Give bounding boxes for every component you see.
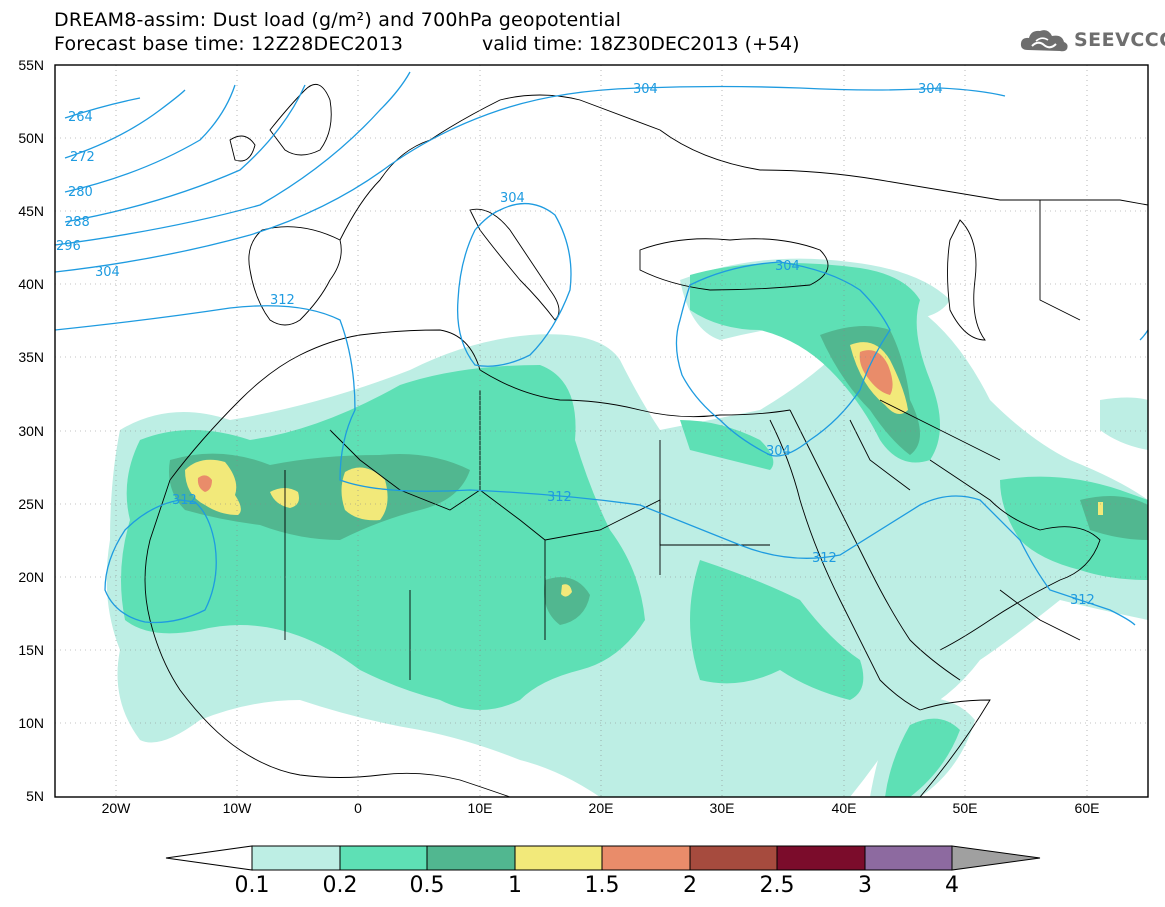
- lat-tick-label: 40N: [18, 276, 44, 292]
- dust-layer-1.5: [197, 350, 893, 492]
- map-frame: [54, 64, 1149, 798]
- colorbar-label: 1: [508, 873, 522, 898]
- lat-tick-label: 10N: [18, 715, 44, 731]
- lat-tick-label: 5N: [26, 788, 44, 804]
- colorbar-swatch: [339, 845, 428, 871]
- lat-tick-label: 45N: [18, 203, 44, 219]
- colorbar-label: 1.5: [584, 873, 620, 898]
- contour-label: 304: [918, 82, 943, 97]
- colorbar-swatch: [514, 845, 603, 871]
- lon-tick-label: 0: [354, 800, 362, 816]
- contour-label: 280: [68, 185, 93, 200]
- colorbar-under-arrow: [165, 845, 253, 871]
- colorbar-label: 0.5: [409, 873, 445, 898]
- lon-tick-label: 20E: [588, 800, 614, 816]
- colorbar-swatch: [251, 845, 341, 871]
- colorbar-swatch: [601, 845, 691, 871]
- contour-label: 312: [270, 293, 295, 308]
- colorbar-label: 0.1: [234, 873, 270, 898]
- contour-label: 304: [766, 444, 791, 459]
- valid-time: valid time: 18Z30DEC2013 (+54): [482, 33, 800, 55]
- colorbar-swatch: [864, 845, 953, 871]
- colorbar-label: 4: [945, 873, 959, 898]
- lon-tick-label: 20W: [101, 800, 131, 816]
- contour-label: 304: [775, 259, 800, 274]
- colorbar: [165, 845, 1041, 871]
- contour-label: 304: [95, 265, 120, 280]
- colorbar-label: 0.2: [322, 873, 358, 898]
- lat-tick-label: 25N: [18, 496, 44, 512]
- contour-label: 312: [1070, 593, 1095, 608]
- contour-label: 312: [172, 493, 197, 508]
- contour-label: 304: [500, 191, 525, 206]
- colorbar-over-arrow: [951, 845, 1041, 871]
- contour-label: 296: [56, 239, 81, 254]
- gridlines: [55, 65, 1148, 797]
- lat-tick-label: 50N: [18, 130, 44, 146]
- lat-tick-label: 35N: [18, 349, 44, 365]
- contour-label: 312: [812, 551, 837, 566]
- lon-tick-label: 30E: [709, 800, 735, 816]
- colorbar-label: 3: [858, 873, 872, 898]
- dust-layer-0.5: [169, 326, 1148, 625]
- contour-labels: 264 272 280 288 296 304 304 304 304 304 …: [56, 82, 1095, 608]
- lon-tick-label: 10E: [467, 800, 493, 816]
- lon-tick-label: 60E: [1074, 800, 1100, 816]
- colorbar-swatch: [689, 845, 778, 871]
- lat-tick-label: 15N: [18, 642, 44, 658]
- lon-tick-label: 50E: [952, 800, 978, 816]
- lat-tick-label: 30N: [18, 423, 44, 439]
- forecast-base-time: Forecast base time: 12Z28DEC2013: [54, 33, 404, 55]
- logo-text: SEEVCCC: [1074, 29, 1165, 51]
- lat-tick-label: 20N: [18, 569, 44, 585]
- cloud-icon: [1020, 30, 1068, 52]
- geopotential-contours: [55, 71, 1148, 626]
- contour-label: 312: [547, 490, 572, 505]
- colorbar-label: 2.5: [759, 873, 795, 898]
- lon-tick-label: 10W: [222, 800, 252, 816]
- contour-label: 288: [65, 215, 90, 230]
- lat-tick-label: 55N: [18, 57, 44, 73]
- coastlines: [144, 83, 1148, 797]
- map-content: 264 272 280 288 296 304 304 304 304 304 …: [55, 65, 1148, 797]
- contour-label: 304: [633, 82, 658, 97]
- colorbar-swatch: [426, 845, 516, 871]
- contour-label: 272: [70, 150, 95, 165]
- lon-tick-label: 40E: [831, 800, 857, 816]
- colorbar-label: 2: [683, 873, 697, 898]
- chart-title-line1: DREAM8-assim: Dust load (g/m²) and 700hP…: [54, 9, 622, 31]
- seevccc-logo: SEEVCCC: [1018, 26, 1165, 54]
- contour-label: 264: [68, 110, 93, 125]
- colorbar-swatch: [776, 845, 866, 871]
